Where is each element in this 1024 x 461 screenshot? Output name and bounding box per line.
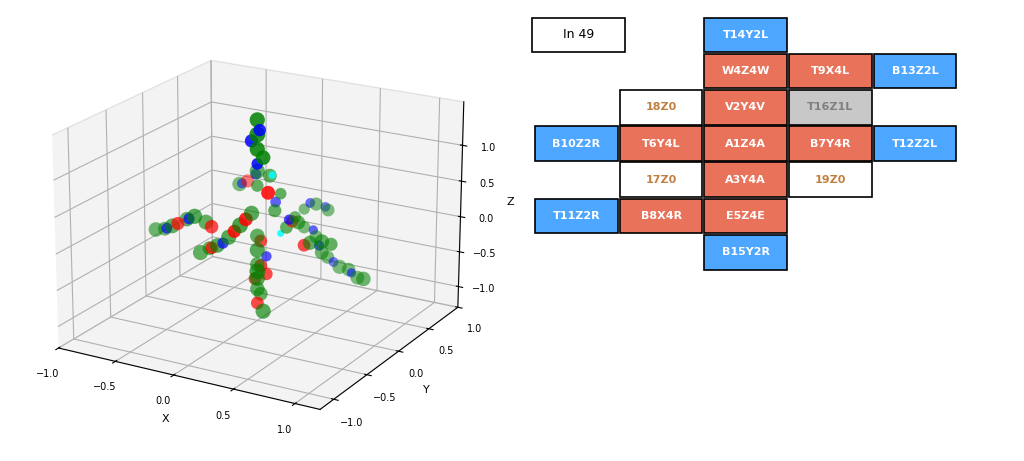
Bar: [620, 162, 702, 197]
Text: T14Y2L: T14Y2L: [723, 30, 769, 40]
Bar: [620, 90, 702, 124]
Text: V2Y4V: V2Y4V: [725, 102, 766, 112]
Bar: [873, 126, 956, 161]
Text: 18Z0: 18Z0: [645, 102, 677, 112]
Bar: [873, 54, 956, 89]
Text: T9X4L: T9X4L: [811, 66, 850, 76]
Text: 17Z0: 17Z0: [645, 175, 677, 185]
Text: T16Z1L: T16Z1L: [807, 102, 854, 112]
Text: B10Z2R: B10Z2R: [552, 138, 600, 148]
Bar: [532, 18, 626, 52]
Bar: [705, 90, 787, 124]
Text: In 49: In 49: [563, 29, 594, 41]
Text: E5Z4E: E5Z4E: [726, 211, 765, 221]
Text: W4Z4W: W4Z4W: [722, 66, 770, 76]
X-axis label: X: X: [162, 414, 169, 424]
Bar: [790, 90, 871, 124]
Bar: [620, 199, 702, 233]
Bar: [536, 199, 617, 233]
Text: 19Z0: 19Z0: [815, 175, 846, 185]
Text: T6Y4L: T6Y4L: [642, 138, 680, 148]
Text: B7Y4R: B7Y4R: [810, 138, 851, 148]
Bar: [705, 54, 787, 89]
Text: B13Z2L: B13Z2L: [892, 66, 938, 76]
Bar: [705, 199, 787, 233]
Y-axis label: Y: Y: [423, 385, 429, 395]
Bar: [705, 18, 787, 52]
Bar: [705, 162, 787, 197]
Text: T12Z2L: T12Z2L: [892, 138, 938, 148]
Text: B8X4R: B8X4R: [641, 211, 682, 221]
Bar: [705, 235, 787, 270]
Bar: [790, 162, 871, 197]
Bar: [790, 54, 871, 89]
Text: B15Y2R: B15Y2R: [722, 247, 770, 257]
Bar: [790, 126, 871, 161]
Bar: [705, 126, 787, 161]
Bar: [620, 126, 702, 161]
Text: A3Y4A: A3Y4A: [725, 175, 766, 185]
Bar: [536, 126, 617, 161]
Text: T11Z2R: T11Z2R: [553, 211, 600, 221]
Text: A1Z4A: A1Z4A: [725, 138, 766, 148]
